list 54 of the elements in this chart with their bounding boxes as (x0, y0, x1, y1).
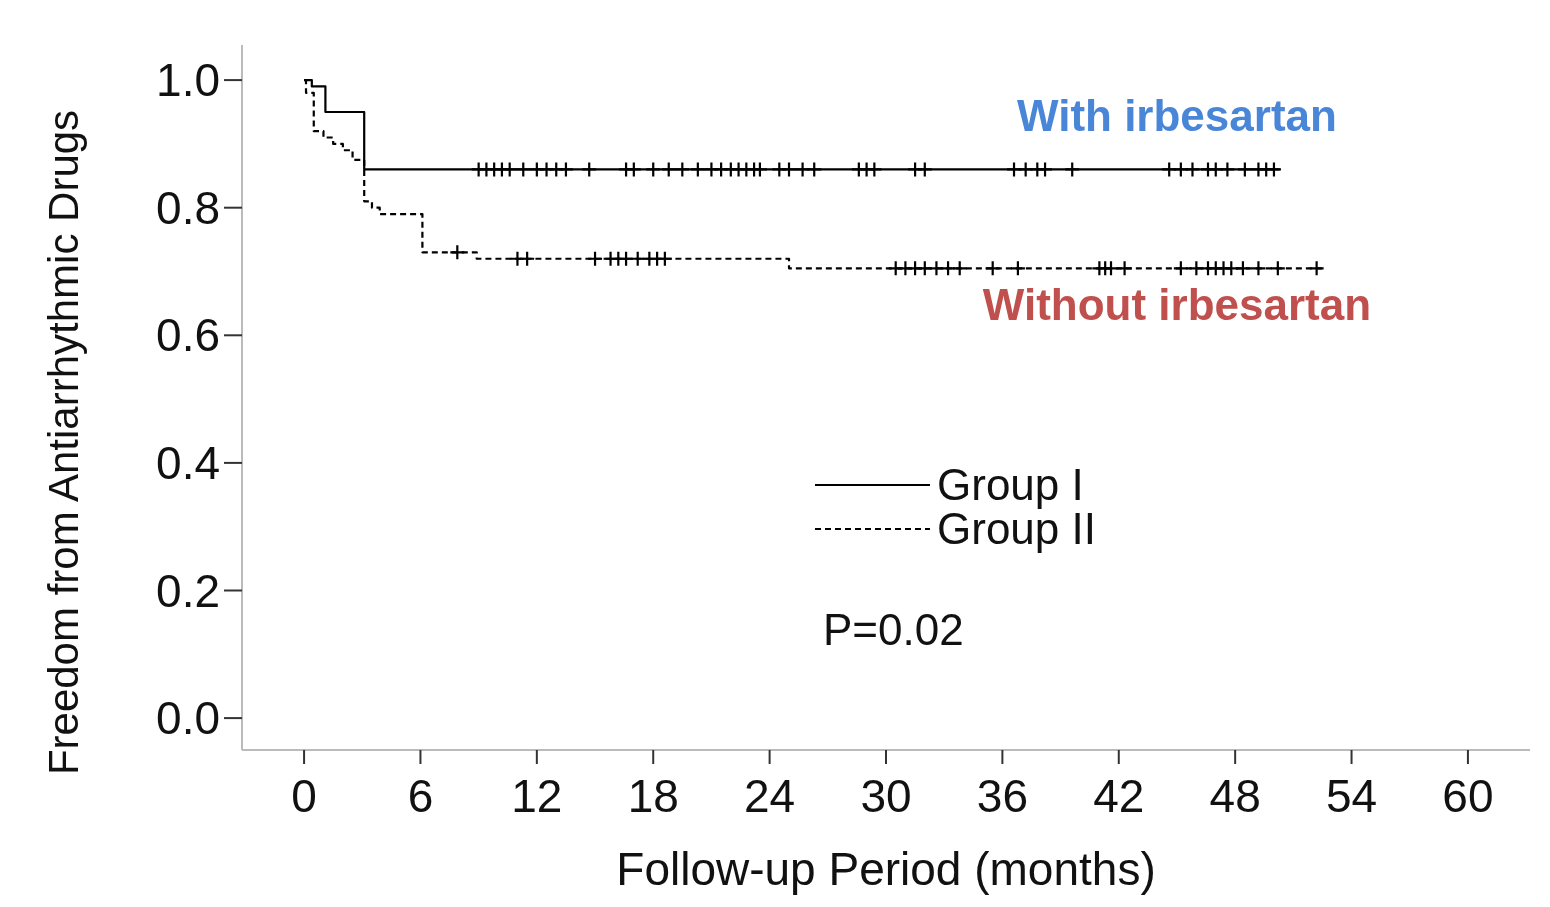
point (660, 161, 677, 178)
point (674, 161, 691, 178)
y-tick-label: 0.6 (156, 309, 220, 362)
point (1219, 161, 1236, 178)
point (581, 161, 598, 178)
point (501, 161, 518, 178)
point (515, 161, 532, 178)
x-tick-label: 48 (1209, 770, 1261, 822)
x-tick-label: 24 (744, 770, 796, 822)
point (625, 161, 642, 178)
point (1184, 161, 1201, 178)
point (1036, 161, 1054, 178)
x-tick-label: 12 (511, 770, 563, 822)
point (645, 161, 662, 178)
point (1265, 161, 1283, 178)
y-tick-label: 0.8 (156, 181, 220, 234)
x-tick-label: 54 (1325, 770, 1378, 822)
point (1116, 260, 1133, 277)
y-tick-label: 0.2 (156, 564, 220, 617)
y-axis-title: Freedom from Antiarrhythmic Drugs (40, 109, 87, 776)
x-tick-label: 18 (627, 770, 679, 822)
point (519, 250, 536, 267)
point (586, 250, 604, 267)
point (1308, 260, 1325, 277)
point (449, 244, 466, 261)
point (866, 161, 883, 178)
point (557, 161, 575, 178)
point (951, 260, 968, 277)
point (656, 250, 673, 267)
point (689, 161, 706, 178)
x-tick-label: 0 (291, 770, 317, 822)
x-axis-title: Follow-up Period (months) (616, 843, 1156, 895)
y-tick-label: 0.0 (156, 692, 220, 745)
point (1250, 260, 1267, 277)
x-tick-label: 60 (1442, 770, 1494, 822)
annotation: P=0.02 (823, 605, 964, 654)
point (806, 161, 823, 178)
x-tick-label: 30 (860, 770, 912, 822)
y-tick-label: 1.0 (156, 54, 220, 107)
point (1172, 260, 1189, 277)
point (780, 161, 798, 178)
y-tick-label: 0.4 (156, 437, 220, 489)
point (916, 161, 933, 178)
point (1269, 260, 1286, 277)
point (984, 260, 1001, 277)
point (1236, 161, 1253, 178)
x-tick-label: 42 (1093, 770, 1145, 822)
x-tick-label: 36 (976, 770, 1028, 822)
annotation: With irbesartan (1017, 91, 1337, 141)
point (1064, 161, 1081, 178)
x-tick-label: 6 (407, 770, 434, 822)
point (1234, 260, 1252, 277)
point (1009, 260, 1026, 277)
annotation: Without irbesartan (982, 280, 1372, 330)
